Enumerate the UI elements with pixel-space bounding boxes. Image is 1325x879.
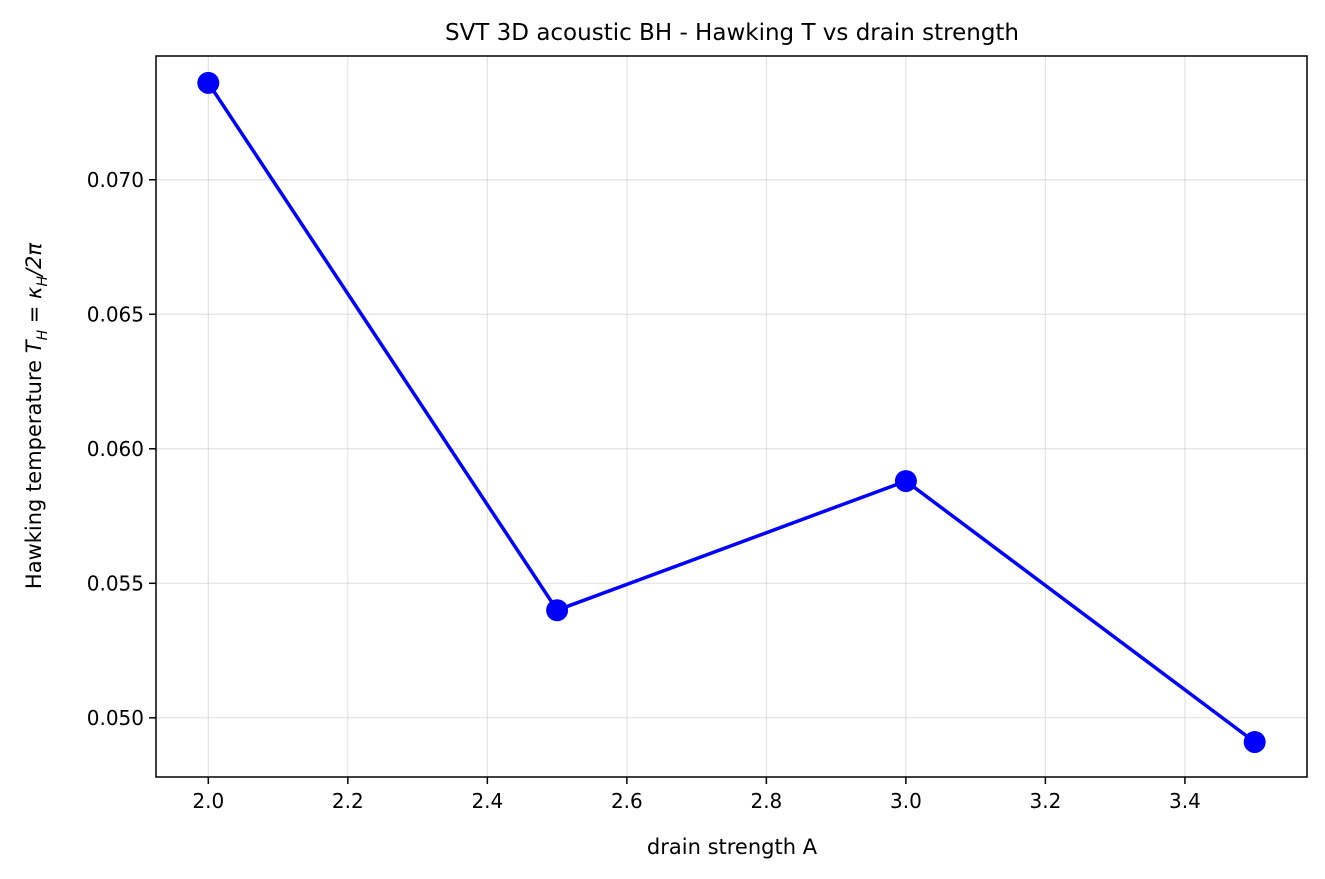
y-axis-label-kappa-sub: H	[35, 276, 51, 287]
y-tick-label: 0.055	[87, 571, 144, 595]
x-tick-label: 2.8	[750, 789, 782, 813]
y-axis-label-eq: =	[22, 299, 46, 330]
chart-title: SVT 3D acoustic BH - Hawking T vs drain …	[445, 20, 1019, 46]
data-point	[197, 71, 220, 94]
series-line	[206, 81, 1256, 744]
x-tick-label: 3.2	[1030, 789, 1062, 813]
x-tick-label: 3.0	[890, 789, 922, 813]
y-axis-label: Hawking temperature TH = κH/2π	[22, 243, 51, 589]
x-tick-label: 3.4	[1169, 789, 1201, 813]
x-tick-label: 2.2	[332, 789, 364, 813]
y-axis-label-t-sub: H	[35, 329, 51, 340]
data-point	[894, 470, 917, 493]
y-tick-label: 0.070	[87, 168, 144, 192]
x-axis: 2.0 2.2 2.4 2.6 2.8 3.0 3.2 3.4	[192, 777, 1201, 813]
x-tick-label: 2.4	[471, 789, 503, 813]
x-tick-label: 2.6	[611, 789, 643, 813]
y-axis-label-kappa: κ	[22, 286, 46, 299]
y-tick-label: 0.060	[87, 437, 144, 461]
plot-frame	[155, 55, 1308, 778]
y-axis-label-rest: /2π	[22, 243, 46, 278]
y-axis: 0.050 0.055 0.060 0.065 0.070	[87, 168, 156, 730]
y-axis-label-t: T	[22, 338, 46, 353]
y-tick-label: 0.065	[87, 302, 144, 326]
y-axis-label-text: Hawking temperature	[22, 353, 46, 589]
y-tick-label: 0.050	[87, 706, 144, 730]
x-tick-label: 2.0	[192, 789, 224, 813]
grid	[156, 56, 1307, 777]
data-point	[1243, 731, 1266, 754]
data-point	[546, 599, 569, 622]
x-axis-label: drain strength A	[647, 835, 818, 859]
series-group	[197, 71, 1266, 754]
